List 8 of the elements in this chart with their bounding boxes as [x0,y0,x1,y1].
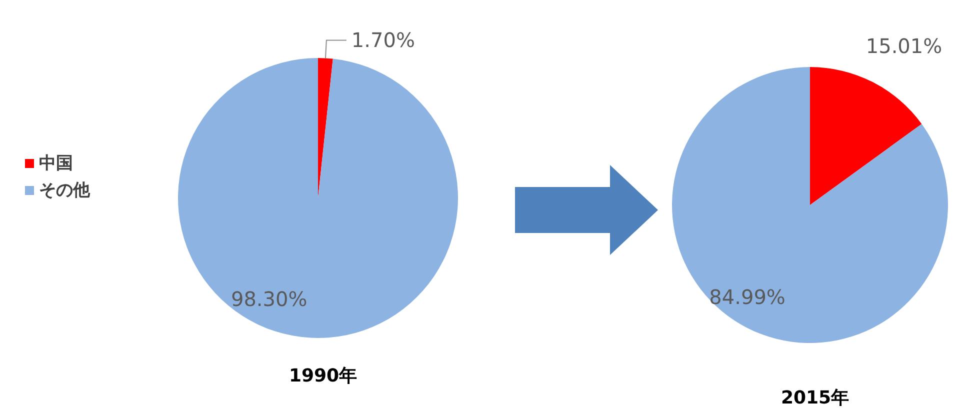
data-label: 98.30% [230,286,308,311]
data-label: 15.01% [866,34,942,58]
legend-label: 中国 [39,154,73,174]
legend-label: その他 [39,180,91,200]
slice-label: 2015年 [780,388,850,408]
slice-label: 1990年 [288,366,358,386]
data-label: 84.99% [709,285,786,310]
data-label: 1.70% [351,28,415,52]
